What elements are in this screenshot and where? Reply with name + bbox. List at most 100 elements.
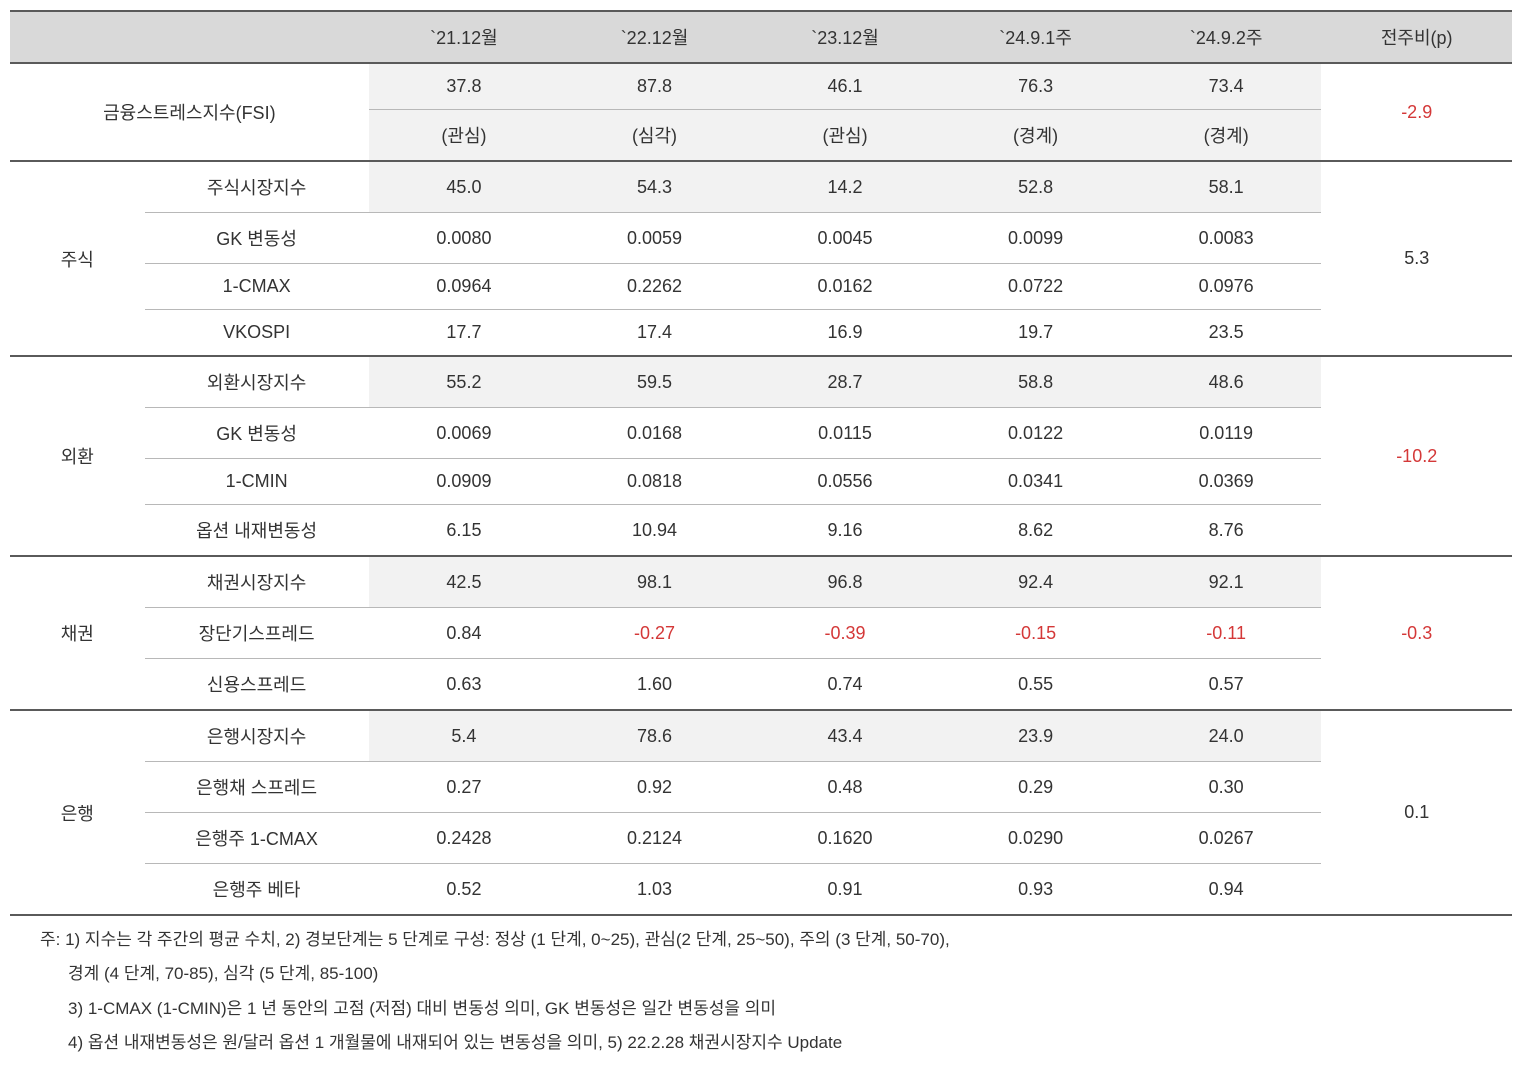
row-label: GK 변동성 bbox=[145, 408, 369, 459]
data-cell: 0.0099 bbox=[940, 213, 1131, 264]
data-cell: 10.94 bbox=[559, 505, 750, 557]
change-cell: -0.3 bbox=[1321, 556, 1512, 710]
data-cell: 48.6 bbox=[1131, 356, 1322, 408]
table-row: GK 변동성0.00690.01680.01150.01220.0119 bbox=[10, 408, 1512, 459]
data-cell: 0.0369 bbox=[1131, 459, 1322, 505]
change-cell: 0.1 bbox=[1321, 710, 1512, 915]
data-cell: 0.57 bbox=[1131, 659, 1322, 711]
table-row: 1-CMAX0.09640.22620.01620.07220.0976 bbox=[10, 264, 1512, 310]
table-row: 1-CMIN0.09090.08180.05560.03410.0369 bbox=[10, 459, 1512, 505]
row-label: 주식시장지수 bbox=[145, 161, 369, 213]
data-cell: 16.9 bbox=[750, 310, 941, 357]
data-cell: 0.93 bbox=[940, 864, 1131, 916]
row-label: 은행시장지수 bbox=[145, 710, 369, 762]
fsi-v4: 73.4 bbox=[1131, 63, 1322, 110]
note-3: 4) 옵션 내재변동성은 원/달러 옵션 1 개월물에 내재되어 있는 변동성을… bbox=[40, 1027, 1482, 1059]
header-change: 전주비(p) bbox=[1321, 11, 1512, 63]
data-cell: 0.1620 bbox=[750, 813, 941, 864]
data-cell: 98.1 bbox=[559, 556, 750, 608]
data-cell: 1.03 bbox=[559, 864, 750, 916]
header-p1: `21.12월 bbox=[369, 11, 560, 63]
header-blank bbox=[10, 11, 369, 63]
fsi-change-value: -2.9 bbox=[1401, 102, 1432, 122]
data-cell: 0.0722 bbox=[940, 264, 1131, 310]
table-row: 외환외환시장지수55.259.528.758.848.6-10.2 bbox=[10, 356, 1512, 408]
data-cell: 0.74 bbox=[750, 659, 941, 711]
data-cell: 17.4 bbox=[559, 310, 750, 357]
data-cell: 6.15 bbox=[369, 505, 560, 557]
table-row: 은행은행시장지수5.478.643.423.924.00.1 bbox=[10, 710, 1512, 762]
data-cell: 0.0122 bbox=[940, 408, 1131, 459]
table-row: 장단기스프레드0.84-0.27-0.39-0.15-0.11 bbox=[10, 608, 1512, 659]
note-2: 3) 1-CMAX (1-CMIN)은 1 년 동안의 고점 (저점) 대비 변… bbox=[40, 993, 1482, 1025]
data-cell: 0.0976 bbox=[1131, 264, 1322, 310]
data-cell: 55.2 bbox=[369, 356, 560, 408]
row-label: GK 변동성 bbox=[145, 213, 369, 264]
data-cell: 8.62 bbox=[940, 505, 1131, 557]
table-row: 은행주 1-CMAX0.24280.21240.16200.02900.0267 bbox=[10, 813, 1512, 864]
data-cell: 59.5 bbox=[559, 356, 750, 408]
data-cell: 24.0 bbox=[1131, 710, 1322, 762]
data-cell: 0.0045 bbox=[750, 213, 941, 264]
data-cell: 8.76 bbox=[1131, 505, 1322, 557]
table-row: 은행채 스프레드0.270.920.480.290.30 bbox=[10, 762, 1512, 813]
group-label: 채권 bbox=[10, 556, 145, 710]
fsi-l0: (관심) bbox=[369, 110, 560, 162]
data-cell: 0.0290 bbox=[940, 813, 1131, 864]
data-cell: 92.1 bbox=[1131, 556, 1322, 608]
data-cell: 0.2428 bbox=[369, 813, 560, 864]
data-cell: 54.3 bbox=[559, 161, 750, 213]
row-label: 채권시장지수 bbox=[145, 556, 369, 608]
data-cell: 0.0083 bbox=[1131, 213, 1322, 264]
group-label: 은행 bbox=[10, 710, 145, 915]
data-cell: 0.0069 bbox=[369, 408, 560, 459]
fsi-v3: 76.3 bbox=[940, 63, 1131, 110]
data-cell: -0.15 bbox=[940, 608, 1131, 659]
data-cell: 0.0162 bbox=[750, 264, 941, 310]
fsi-l1: (심각) bbox=[559, 110, 750, 162]
data-cell: 9.16 bbox=[750, 505, 941, 557]
data-cell: 58.8 bbox=[940, 356, 1131, 408]
fsi-v0: 37.8 bbox=[369, 63, 560, 110]
data-cell: 45.0 bbox=[369, 161, 560, 213]
header-row: `21.12월 `22.12월 `23.12월 `24.9.1주 `24.9.2… bbox=[10, 11, 1512, 63]
table-body: 금융스트레스지수(FSI) 37.8 87.8 46.1 76.3 73.4 -… bbox=[10, 63, 1512, 915]
data-cell: 0.0556 bbox=[750, 459, 941, 505]
table-row: 신용스프레드0.631.600.740.550.57 bbox=[10, 659, 1512, 711]
data-cell: 0.0341 bbox=[940, 459, 1131, 505]
data-cell: 78.6 bbox=[559, 710, 750, 762]
fsi-l2: (관심) bbox=[750, 110, 941, 162]
fsi-value-row: 금융스트레스지수(FSI) 37.8 87.8 46.1 76.3 73.4 -… bbox=[10, 63, 1512, 110]
row-label: 은행주 1-CMAX bbox=[145, 813, 369, 864]
header-p5: `24.9.2주 bbox=[1131, 11, 1322, 63]
data-cell: 0.92 bbox=[559, 762, 750, 813]
data-cell: 19.7 bbox=[940, 310, 1131, 357]
row-label: 1-CMIN bbox=[145, 459, 369, 505]
fsi-change: -2.9 bbox=[1321, 63, 1512, 161]
table-row: GK 변동성0.00800.00590.00450.00990.0083 bbox=[10, 213, 1512, 264]
data-cell: 23.5 bbox=[1131, 310, 1322, 357]
data-cell: 14.2 bbox=[750, 161, 941, 213]
data-cell: 58.1 bbox=[1131, 161, 1322, 213]
row-label: 은행채 스프레드 bbox=[145, 762, 369, 813]
data-cell: 0.91 bbox=[750, 864, 941, 916]
data-cell: 96.8 bbox=[750, 556, 941, 608]
data-cell: 23.9 bbox=[940, 710, 1131, 762]
data-cell: -0.11 bbox=[1131, 608, 1322, 659]
data-cell: 92.4 bbox=[940, 556, 1131, 608]
data-cell: 0.0115 bbox=[750, 408, 941, 459]
row-label: 옵션 내재변동성 bbox=[145, 505, 369, 557]
data-cell: 0.0909 bbox=[369, 459, 560, 505]
table-row: 옵션 내재변동성6.1510.949.168.628.76 bbox=[10, 505, 1512, 557]
row-label: VKOSPI bbox=[145, 310, 369, 357]
fsi-label: 금융스트레스지수(FSI) bbox=[10, 63, 369, 161]
data-cell: 0.0119 bbox=[1131, 408, 1322, 459]
row-label: 장단기스프레드 bbox=[145, 608, 369, 659]
group-label: 외환 bbox=[10, 356, 145, 556]
footnotes: 주: 1) 지수는 각 주간의 평균 수치, 2) 경보단계는 5 단계로 구성… bbox=[10, 924, 1512, 1059]
change-cell: -10.2 bbox=[1321, 356, 1512, 556]
data-cell: 52.8 bbox=[940, 161, 1131, 213]
row-label: 1-CMAX bbox=[145, 264, 369, 310]
data-cell: 0.0267 bbox=[1131, 813, 1322, 864]
data-cell: 43.4 bbox=[750, 710, 941, 762]
